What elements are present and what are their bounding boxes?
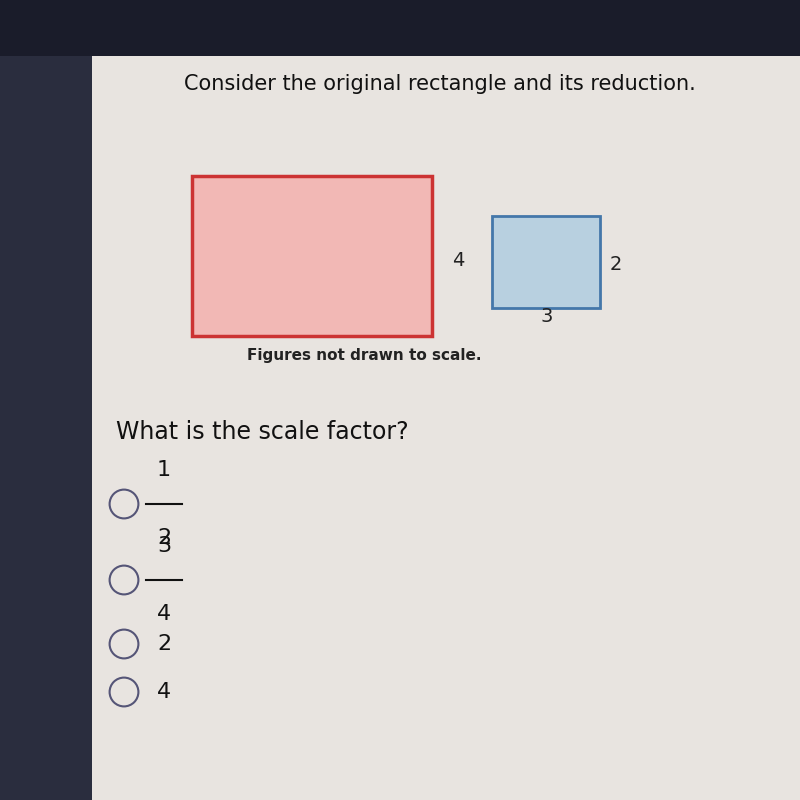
Text: 4: 4 [452, 250, 464, 270]
Bar [192, 176, 432, 336]
Text: 2: 2 [157, 634, 171, 654]
Text: Figures not drawn to scale.: Figures not drawn to scale. [246, 349, 482, 363]
Text: 4: 4 [157, 682, 171, 702]
Text: 2: 2 [610, 254, 622, 274]
Text: 3: 3 [540, 307, 553, 326]
Text: 2: 2 [157, 528, 171, 548]
Bar [20, 152, 72, 196]
Bar [492, 216, 600, 308]
Text: Consider the original rectangle and its reduction.: Consider the original rectangle and its … [184, 74, 696, 94]
Text: 4: 4 [157, 604, 171, 624]
Text: 1: 1 [157, 460, 171, 480]
Text: 3: 3 [157, 536, 171, 556]
Text: What is the scale factor?: What is the scale factor? [116, 420, 409, 444]
